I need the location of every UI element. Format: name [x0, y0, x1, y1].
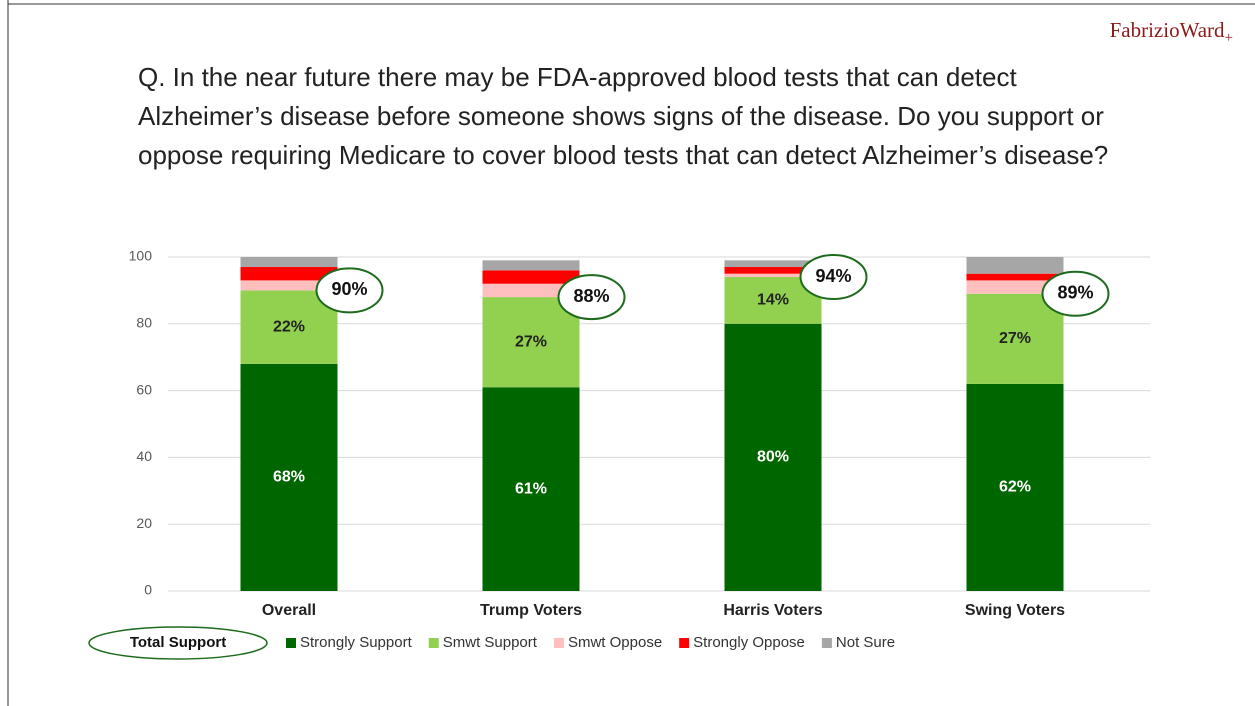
bar-segment: [482, 270, 580, 284]
value-label: 80%: [757, 449, 789, 466]
total-support-label: 94%: [815, 266, 851, 286]
brand-mark: +: [1224, 30, 1233, 47]
total-support-oval: [557, 274, 626, 321]
value-label: 14%: [757, 292, 789, 309]
bar-segment: [966, 257, 1064, 274]
bar-segment: [482, 260, 580, 271]
bar-segment: [240, 280, 338, 291]
x-tick-label: Trump Voters: [480, 602, 582, 619]
legend-swatch: [553, 638, 564, 648]
legend-label: Not Sure: [836, 634, 895, 651]
brand-name: FabrizioWard: [1109, 18, 1225, 42]
total-support-label: 90%: [331, 279, 367, 299]
legend-label: Strongly Support: [300, 634, 413, 651]
value-label: 27%: [515, 333, 547, 350]
total-support-label: 88%: [573, 286, 609, 306]
bar-segment: [724, 273, 822, 278]
y-tick-label: 100: [129, 248, 153, 264]
value-label: 22%: [273, 318, 305, 335]
bar-segment: [482, 387, 580, 591]
y-tick-label: 40: [136, 448, 152, 464]
total-support-oval: [315, 267, 384, 314]
bar-segment: [240, 363, 338, 591]
legend-swatch: [821, 638, 832, 648]
x-tick-label: Swing Voters: [965, 602, 1065, 619]
total-support-label: 89%: [1057, 282, 1093, 302]
y-tick-label: 0: [144, 582, 152, 598]
legend-oval: [88, 626, 268, 660]
bar-segment: [966, 293, 1064, 384]
bar-segment: [482, 283, 580, 298]
bar-segment: [724, 267, 822, 274]
y-tick-label: 60: [136, 381, 152, 397]
x-tick-label: Overall: [262, 602, 316, 619]
legend-swatch: [286, 638, 296, 648]
bar-segment: [482, 297, 580, 388]
bar-segment: [966, 383, 1064, 591]
total-support-oval: [1041, 270, 1110, 317]
value-label: 27%: [999, 330, 1031, 347]
brand: FabrizioWard+: [1110, 18, 1233, 47]
legend-label: Smwt Support: [443, 634, 538, 651]
legend-label: Total Support: [130, 634, 226, 651]
bar-segment: [240, 267, 338, 281]
x-tick-label: Harris Voters: [723, 602, 822, 619]
bar-segment: [966, 273, 1064, 281]
value-label: 62%: [999, 479, 1031, 496]
value-label: 68%: [273, 469, 305, 486]
legend-label: Smwt Oppose: [568, 634, 662, 651]
value-label: 61%: [515, 480, 547, 497]
bar-segment: [724, 323, 822, 591]
legend-label: Strongly Oppose: [693, 634, 805, 651]
total-support-oval: [799, 254, 868, 301]
bar-segment: [966, 280, 1064, 294]
y-tick-label: 20: [136, 515, 152, 531]
y-tick-label: 80: [136, 315, 152, 331]
legend-swatch: [679, 638, 690, 648]
bar-segment: [240, 257, 338, 268]
chart-title: Q. In the near future there may be FDA-a…: [138, 62, 1109, 170]
bar-segment: [724, 260, 822, 268]
legend-swatch: [428, 638, 439, 648]
